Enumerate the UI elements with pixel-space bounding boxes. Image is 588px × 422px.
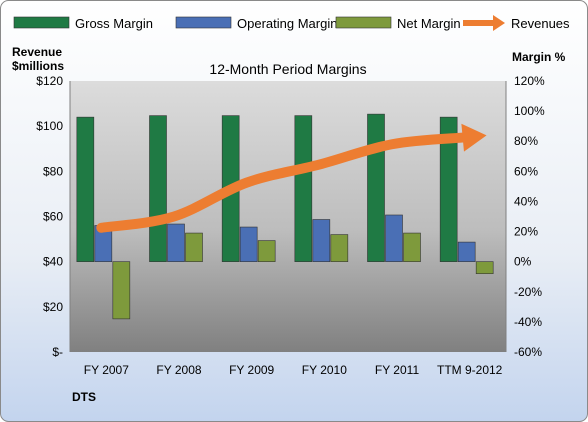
left-tick-120: $120	[36, 74, 63, 88]
right-tick-40: 40%	[514, 194, 538, 208]
legend-label-operating-margin: Operating Margin	[237, 16, 337, 31]
right-tick-80: 80%	[514, 134, 538, 148]
legend-label-gross-margin: Gross Margin	[75, 16, 153, 31]
legend-swatch-operating-margin	[175, 16, 232, 29]
x-label-fy-2009: FY 2009	[229, 363, 274, 377]
revenue-line	[96, 123, 487, 233]
bar-operating-margin-fy-2011	[385, 214, 403, 262]
right-axis-title: Margin %	[512, 50, 566, 64]
right-tick-60: -60%	[514, 345, 542, 359]
bar-net-margin-fy-2011	[403, 232, 421, 262]
company-label: DTS	[72, 390, 96, 404]
right-tick-20: 20%	[514, 225, 538, 239]
right-tick-100: 100%	[514, 104, 545, 118]
left-tick-: $-	[52, 345, 63, 359]
right-tick-20: -20%	[514, 285, 542, 299]
x-label-ttm-9-2012: TTM 9-2012	[437, 363, 503, 377]
right-axis-ticks: 120% 100% 80% 60% 40% 20% 0% -20% -40% -60%	[514, 74, 545, 359]
plot-area	[70, 81, 506, 352]
legend-swatch-net-margin	[335, 16, 392, 29]
bar-net-margin-fy-2007	[112, 261, 131, 320]
right-tick-60: 60%	[514, 164, 538, 178]
legend-label-net-margin: Net Margin	[397, 16, 461, 31]
left-tick-60: $60	[43, 210, 63, 224]
left-tick-20: $20	[43, 300, 63, 314]
bar-gross-margin-fy-2008	[149, 115, 167, 262]
right-tick-0: 0%	[514, 255, 532, 269]
x-axis-labels: FY 2007 FY 2008 FY 2009 FY 2010 FY 2011 TTM 9…	[84, 363, 503, 377]
bar-net-margin-fy-2008	[185, 232, 203, 262]
left-axis-title-line1: Revenue	[12, 45, 62, 59]
legend: Gross Margin Operating Margin Net Margin Re…	[13, 15, 570, 31]
legend-label-revenues: Revenues	[511, 16, 570, 31]
bar-gross-margin-ttm-9-2012	[439, 116, 458, 262]
left-axis-title-line2: $millions	[12, 59, 64, 73]
revenue-line-path	[96, 132, 470, 233]
bar-operating-margin-fy-2008	[167, 223, 185, 262]
chart-title: 12-Month Period Margins	[209, 61, 366, 77]
bar-gross-margin-fy-2011	[367, 113, 385, 262]
revenue-arrowhead	[461, 123, 487, 152]
x-label-fy-2007: FY 2007	[84, 363, 129, 377]
left-axis-ticks: $120 $100 $80 $60 $40 $20 $-	[36, 74, 63, 359]
bar-gross-margin-fy-2007	[76, 116, 95, 262]
x-label-fy-2010: FY 2010	[302, 363, 347, 377]
right-tick-40: -40%	[514, 315, 542, 329]
x-label-fy-2008: FY 2008	[156, 363, 201, 377]
bar-gross-margin-fy-2010	[294, 115, 313, 262]
legend-swatch-gross-margin	[13, 16, 70, 29]
x-label-fy-2011: FY 2011	[375, 363, 420, 377]
legend-arrow-revenues	[493, 15, 505, 31]
bar-operating-margin-fy-2009	[239, 226, 258, 262]
bar-operating-margin-ttm-9-2012	[457, 241, 476, 262]
bar-net-margin-fy-2010	[330, 234, 349, 262]
bar-operating-margin-fy-2010	[312, 219, 331, 262]
left-tick-100: $100	[36, 119, 63, 133]
left-tick-40: $40	[43, 255, 63, 269]
left-tick-80: $80	[43, 164, 63, 178]
bar-net-margin-ttm-9-2012	[475, 261, 494, 275]
right-tick-120: 120%	[514, 74, 545, 88]
bar-net-margin-fy-2009	[257, 240, 276, 262]
